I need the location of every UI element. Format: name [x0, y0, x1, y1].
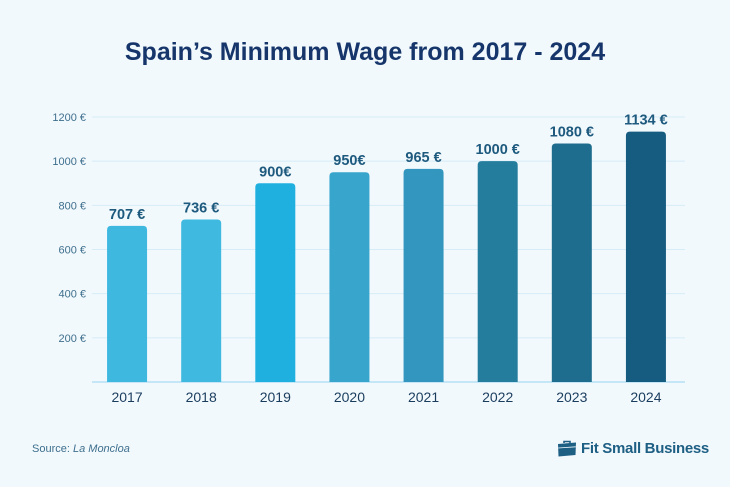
x-tick-label: 2021	[408, 389, 439, 405]
source-note: Source: La Moncloa	[32, 443, 130, 455]
data-label: 707 €	[109, 207, 145, 223]
data-label: 965 €	[405, 150, 441, 166]
briefcase-icon	[558, 440, 576, 457]
chart-title: Spain’s Minimum Wage from 2017 - 2024	[124, 38, 606, 66]
data-label: 900€	[259, 164, 291, 180]
x-tick-label: 2024	[630, 389, 661, 405]
data-label: 1080 €	[550, 125, 594, 141]
data-label: 1134 €	[624, 113, 668, 129]
bar-2024	[625, 131, 666, 382]
x-tick-label: 2019	[260, 389, 291, 405]
y-tick-label: 400 €	[58, 289, 86, 301]
bar-2020	[329, 172, 370, 382]
x-tick-label: 2020	[334, 389, 365, 405]
x-tick-label: 2018	[186, 389, 217, 405]
x-tick-label: 2022	[482, 389, 513, 405]
bar-2018	[181, 219, 222, 382]
bar-2017	[107, 225, 148, 382]
data-label: 736 €	[183, 200, 219, 216]
brand-name: Fit Small Business	[581, 440, 709, 457]
source-name: La Moncloa	[72, 443, 130, 455]
bar-2019	[255, 183, 296, 382]
source-prefix: Source:	[32, 443, 70, 455]
y-tick-label: 1200 €	[52, 112, 86, 124]
x-tick-label: 2023	[556, 389, 587, 405]
y-tick-label: 200 €	[58, 333, 86, 345]
y-tick-label: 600 €	[58, 245, 86, 257]
data-label: 950€	[333, 153, 365, 169]
brand-logo: Fit Small Business	[557, 440, 709, 457]
bar-2022	[477, 161, 518, 382]
bar-2021	[403, 168, 444, 382]
y-tick-label: 1000 €	[52, 156, 86, 168]
bar-2023	[551, 143, 592, 382]
x-tick-label: 2017	[111, 389, 142, 405]
y-tick-label: 800 €	[58, 200, 86, 212]
data-label: 1000 €	[476, 142, 520, 158]
